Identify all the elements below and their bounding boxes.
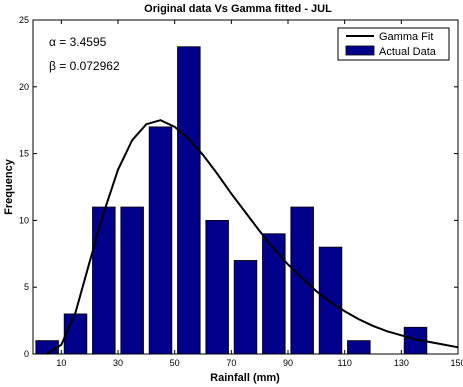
y-tick-label: 20 [19,82,29,92]
x-ticks-group: 10 30 50 70 90 110 130 150 [56,20,463,368]
x-tick-label: 90 [283,358,293,368]
legend-bar-swatch [345,45,375,56]
fit-line-group [46,119,459,355]
bar [148,126,173,355]
bar [177,46,201,355]
legend-label-gamma-fit: Gamma Fit [379,31,433,43]
y-axis-label: Frequency [3,158,15,215]
x-tick-label: 70 [226,358,236,368]
bar [63,313,88,355]
x-tick-label: 10 [56,358,66,368]
y-tick-label: 15 [19,149,29,159]
bar [262,233,286,355]
chart-title: Original data Vs Gamma fitted - JUL [144,3,332,15]
legend: Gamma Fit Actual Data [337,27,450,61]
bar [290,206,314,355]
bar [92,206,116,355]
y-ticks-group: 0 5 10 15 20 25 [19,15,458,359]
alpha-annotation: α = 3.4595 [49,35,107,49]
x-tick-label: 150 [450,358,463,368]
bar [35,340,59,355]
gamma-fit-line [46,119,459,355]
bar [205,219,229,355]
y-tick-label: 0 [24,349,29,359]
bar [318,246,343,355]
x-tick-label: 50 [170,358,180,368]
bars-group [35,46,428,355]
x-tick-label: 30 [113,358,123,368]
legend-label-actual-data: Actual Data [379,46,437,58]
bar [120,206,144,355]
bar [347,340,371,355]
x-tick-label: 130 [394,358,409,368]
bar [233,260,258,355]
y-tick-label: 10 [19,215,29,225]
y-tick-label: 25 [19,15,29,25]
x-axis-label: Rainfall (mm) [210,372,280,384]
x-tick-label: 110 [337,358,351,368]
y-tick-label: 5 [24,282,29,292]
beta-annotation: β = 0.072962 [49,59,120,73]
plot-frame [32,19,459,355]
